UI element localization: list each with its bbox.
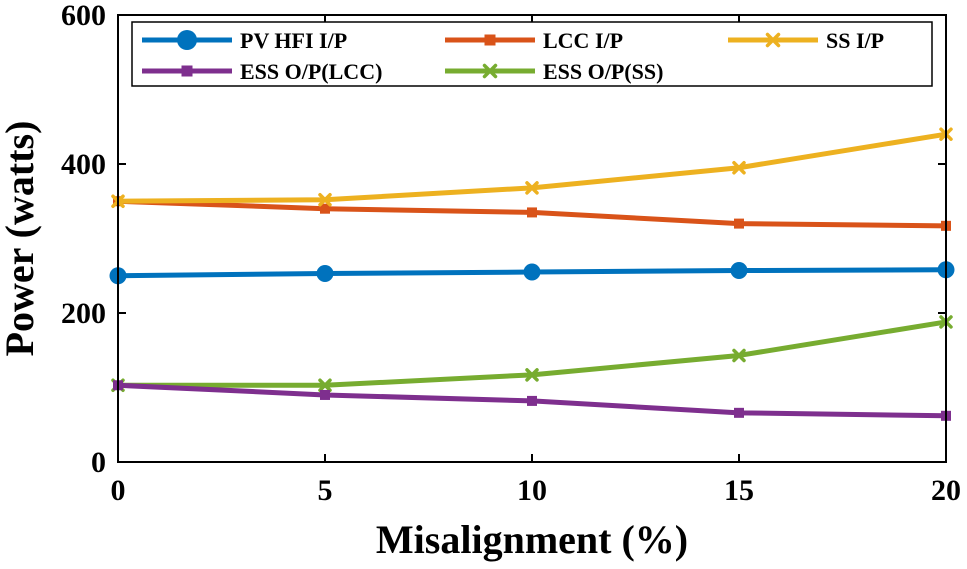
y-axis-title: Power (watts) xyxy=(0,121,42,357)
y-tick-label: 0 xyxy=(91,446,106,479)
series-pv-hfi-i-p xyxy=(109,261,955,285)
data-point xyxy=(734,407,744,418)
data-point xyxy=(318,193,332,207)
data-point xyxy=(316,265,334,283)
legend-marker xyxy=(177,30,197,50)
x-tick-label: 15 xyxy=(724,474,754,507)
legend-label: PV HFI I/P xyxy=(240,28,347,53)
data-point xyxy=(732,348,746,363)
legend-label: SS I/P xyxy=(826,28,884,53)
series-layer xyxy=(109,127,955,421)
legend-marker xyxy=(484,34,496,46)
x-tick-label: 10 xyxy=(517,474,547,507)
series-ess-o-p-ss- xyxy=(111,315,953,393)
legend-item: SS I/P xyxy=(728,28,884,53)
data-point xyxy=(730,262,748,280)
legend-item: LCC I/P xyxy=(445,28,623,53)
legend-item: ESS O/P(LCC) xyxy=(142,59,382,84)
legend-marker xyxy=(765,32,781,48)
series-line xyxy=(115,131,949,204)
data-point xyxy=(320,203,330,214)
y-tick-label: 200 xyxy=(61,297,106,330)
data-point xyxy=(525,368,539,382)
y-tick-label: 600 xyxy=(61,0,106,32)
data-point xyxy=(527,207,537,218)
data-point xyxy=(320,389,330,400)
legend-marker xyxy=(482,63,498,79)
data-point xyxy=(527,395,537,406)
data-point xyxy=(525,181,539,195)
x-tick-label: 20 xyxy=(931,474,961,507)
data-point xyxy=(732,160,746,175)
legend-item: ESS O/P(SS) xyxy=(445,59,663,84)
x-tick-label: 5 xyxy=(318,474,333,507)
x-tick-label: 0 xyxy=(111,474,126,507)
legend: PV HFI I/P LCC I/P SS I/P ESS O/P(LCC) ESS O… xyxy=(131,21,933,87)
series-ss-i-p xyxy=(111,127,953,208)
data-point xyxy=(318,378,332,393)
legend-marker xyxy=(181,65,193,77)
data-point xyxy=(523,263,541,281)
legend-box xyxy=(131,21,933,87)
y-tick-label: 400 xyxy=(61,148,106,181)
x-axis-title: Misalignment (%) xyxy=(376,517,688,562)
legend-item: PV HFI I/P xyxy=(142,28,347,53)
legend-label: ESS O/P(SS) xyxy=(543,59,663,84)
legend-label: LCC I/P xyxy=(543,28,623,53)
legend-label: ESS O/P(LCC) xyxy=(240,59,382,84)
data-point xyxy=(734,218,744,229)
